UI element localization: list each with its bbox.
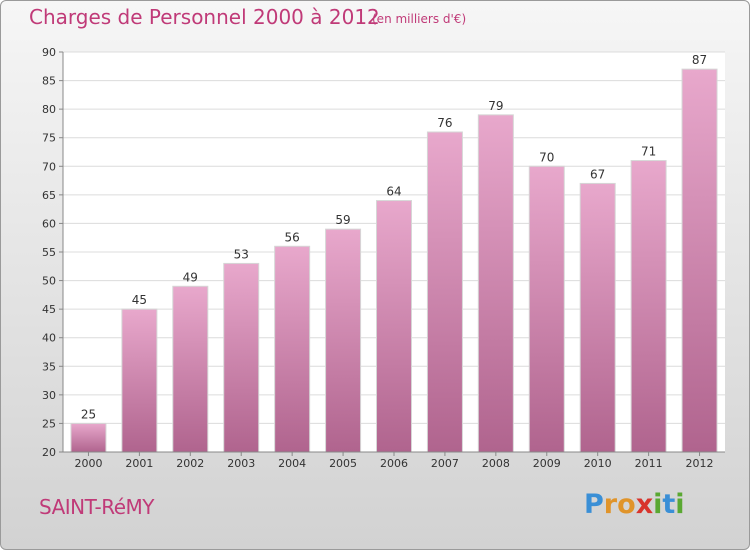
x-tick-label: 2009 xyxy=(533,457,561,470)
x-tick-label: 2001 xyxy=(125,457,153,470)
logo-letter: o xyxy=(617,489,636,520)
x-tick-label: 2011 xyxy=(635,457,663,470)
y-tick-label: 90 xyxy=(42,46,56,59)
bar-2007 xyxy=(426,131,463,453)
logo-letter: r xyxy=(603,489,618,520)
y-tick-label: 40 xyxy=(42,332,56,345)
x-tick-label: 2002 xyxy=(176,457,204,470)
y-tick-label: 65 xyxy=(42,189,56,202)
y-tick-label: 60 xyxy=(42,217,56,230)
bar-2006 xyxy=(376,200,412,453)
y-tick-label: 25 xyxy=(42,417,56,430)
bar-value-label: 45 xyxy=(132,293,147,307)
y-tick-label: 55 xyxy=(42,246,56,259)
bar-2004 xyxy=(274,245,311,453)
bar-2001 xyxy=(121,308,158,453)
y-tick-label: 70 xyxy=(42,160,56,173)
bar-value-label: 64 xyxy=(386,185,401,199)
bar-2000 xyxy=(70,422,107,453)
y-axis: 20 25 30 35 40 45 50 55 60 65 70 75 80 85 90 xyxy=(42,46,64,459)
bar-value-label: 59 xyxy=(335,213,350,227)
logo-letter: i xyxy=(653,489,663,520)
bar-value-label: 79 xyxy=(488,99,503,113)
bar-2002 xyxy=(172,285,209,453)
x-tick-label: 2004 xyxy=(278,457,306,470)
x-tick-label: 2005 xyxy=(329,457,357,470)
y-tick-label: 30 xyxy=(42,389,56,402)
y-tick-label: 75 xyxy=(42,132,56,145)
y-tick-label: 80 xyxy=(42,103,56,116)
x-axis: 2000 2001 2002 2003 2004 2005 2006 2007 2008 2009… xyxy=(63,451,725,470)
x-tick-label: 2006 xyxy=(380,457,408,470)
y-tick-label: 85 xyxy=(42,75,56,88)
chart-title: Charges de Personnel 2000 à 2012 xyxy=(29,5,380,29)
bars: 25 45 49 53 56 59 64 76 79 70 67 71 87 xyxy=(70,53,718,453)
bar-value-label: 56 xyxy=(285,230,300,244)
bar-2005 xyxy=(325,228,362,453)
y-tick-label: 50 xyxy=(42,275,56,288)
x-tick-label: 2003 xyxy=(227,457,255,470)
chart-subtitle: (en milliers d'€) xyxy=(372,12,467,26)
y-tick-label: 35 xyxy=(42,360,56,373)
logo-letter: x xyxy=(635,489,654,520)
bar-2003 xyxy=(223,262,260,453)
proxiti-logo[interactable]: Proxiti xyxy=(584,489,685,520)
bar-value-label: 25 xyxy=(81,407,96,421)
town-name: SAINT-RéMY xyxy=(39,495,154,519)
logo-letter: i xyxy=(675,489,685,520)
bar-2008 xyxy=(477,114,514,453)
bar-value-label: 76 xyxy=(437,116,452,130)
bar-value-label: 87 xyxy=(692,53,707,67)
bar-2012 xyxy=(681,68,718,453)
bar-value-label: 49 xyxy=(183,270,198,284)
x-tick-label: 2010 xyxy=(584,457,612,470)
x-tick-label: 2007 xyxy=(431,457,459,470)
bar-2011 xyxy=(630,160,667,453)
bar-2009 xyxy=(528,165,565,453)
x-tick-label: 2012 xyxy=(686,457,714,470)
logo-letter: P xyxy=(584,489,604,520)
bar-value-label: 70 xyxy=(539,150,554,164)
bar-2010 xyxy=(579,182,616,453)
bar-value-label: 53 xyxy=(234,247,249,261)
y-tick-label: 45 xyxy=(42,303,56,316)
bar-value-label: 67 xyxy=(590,167,605,181)
x-tick-label: 2008 xyxy=(482,457,510,470)
bar-value-label: 71 xyxy=(641,145,656,159)
y-tick-label: 20 xyxy=(42,446,56,459)
logo-letter: t xyxy=(662,489,676,520)
x-tick-label: 2000 xyxy=(74,457,102,470)
